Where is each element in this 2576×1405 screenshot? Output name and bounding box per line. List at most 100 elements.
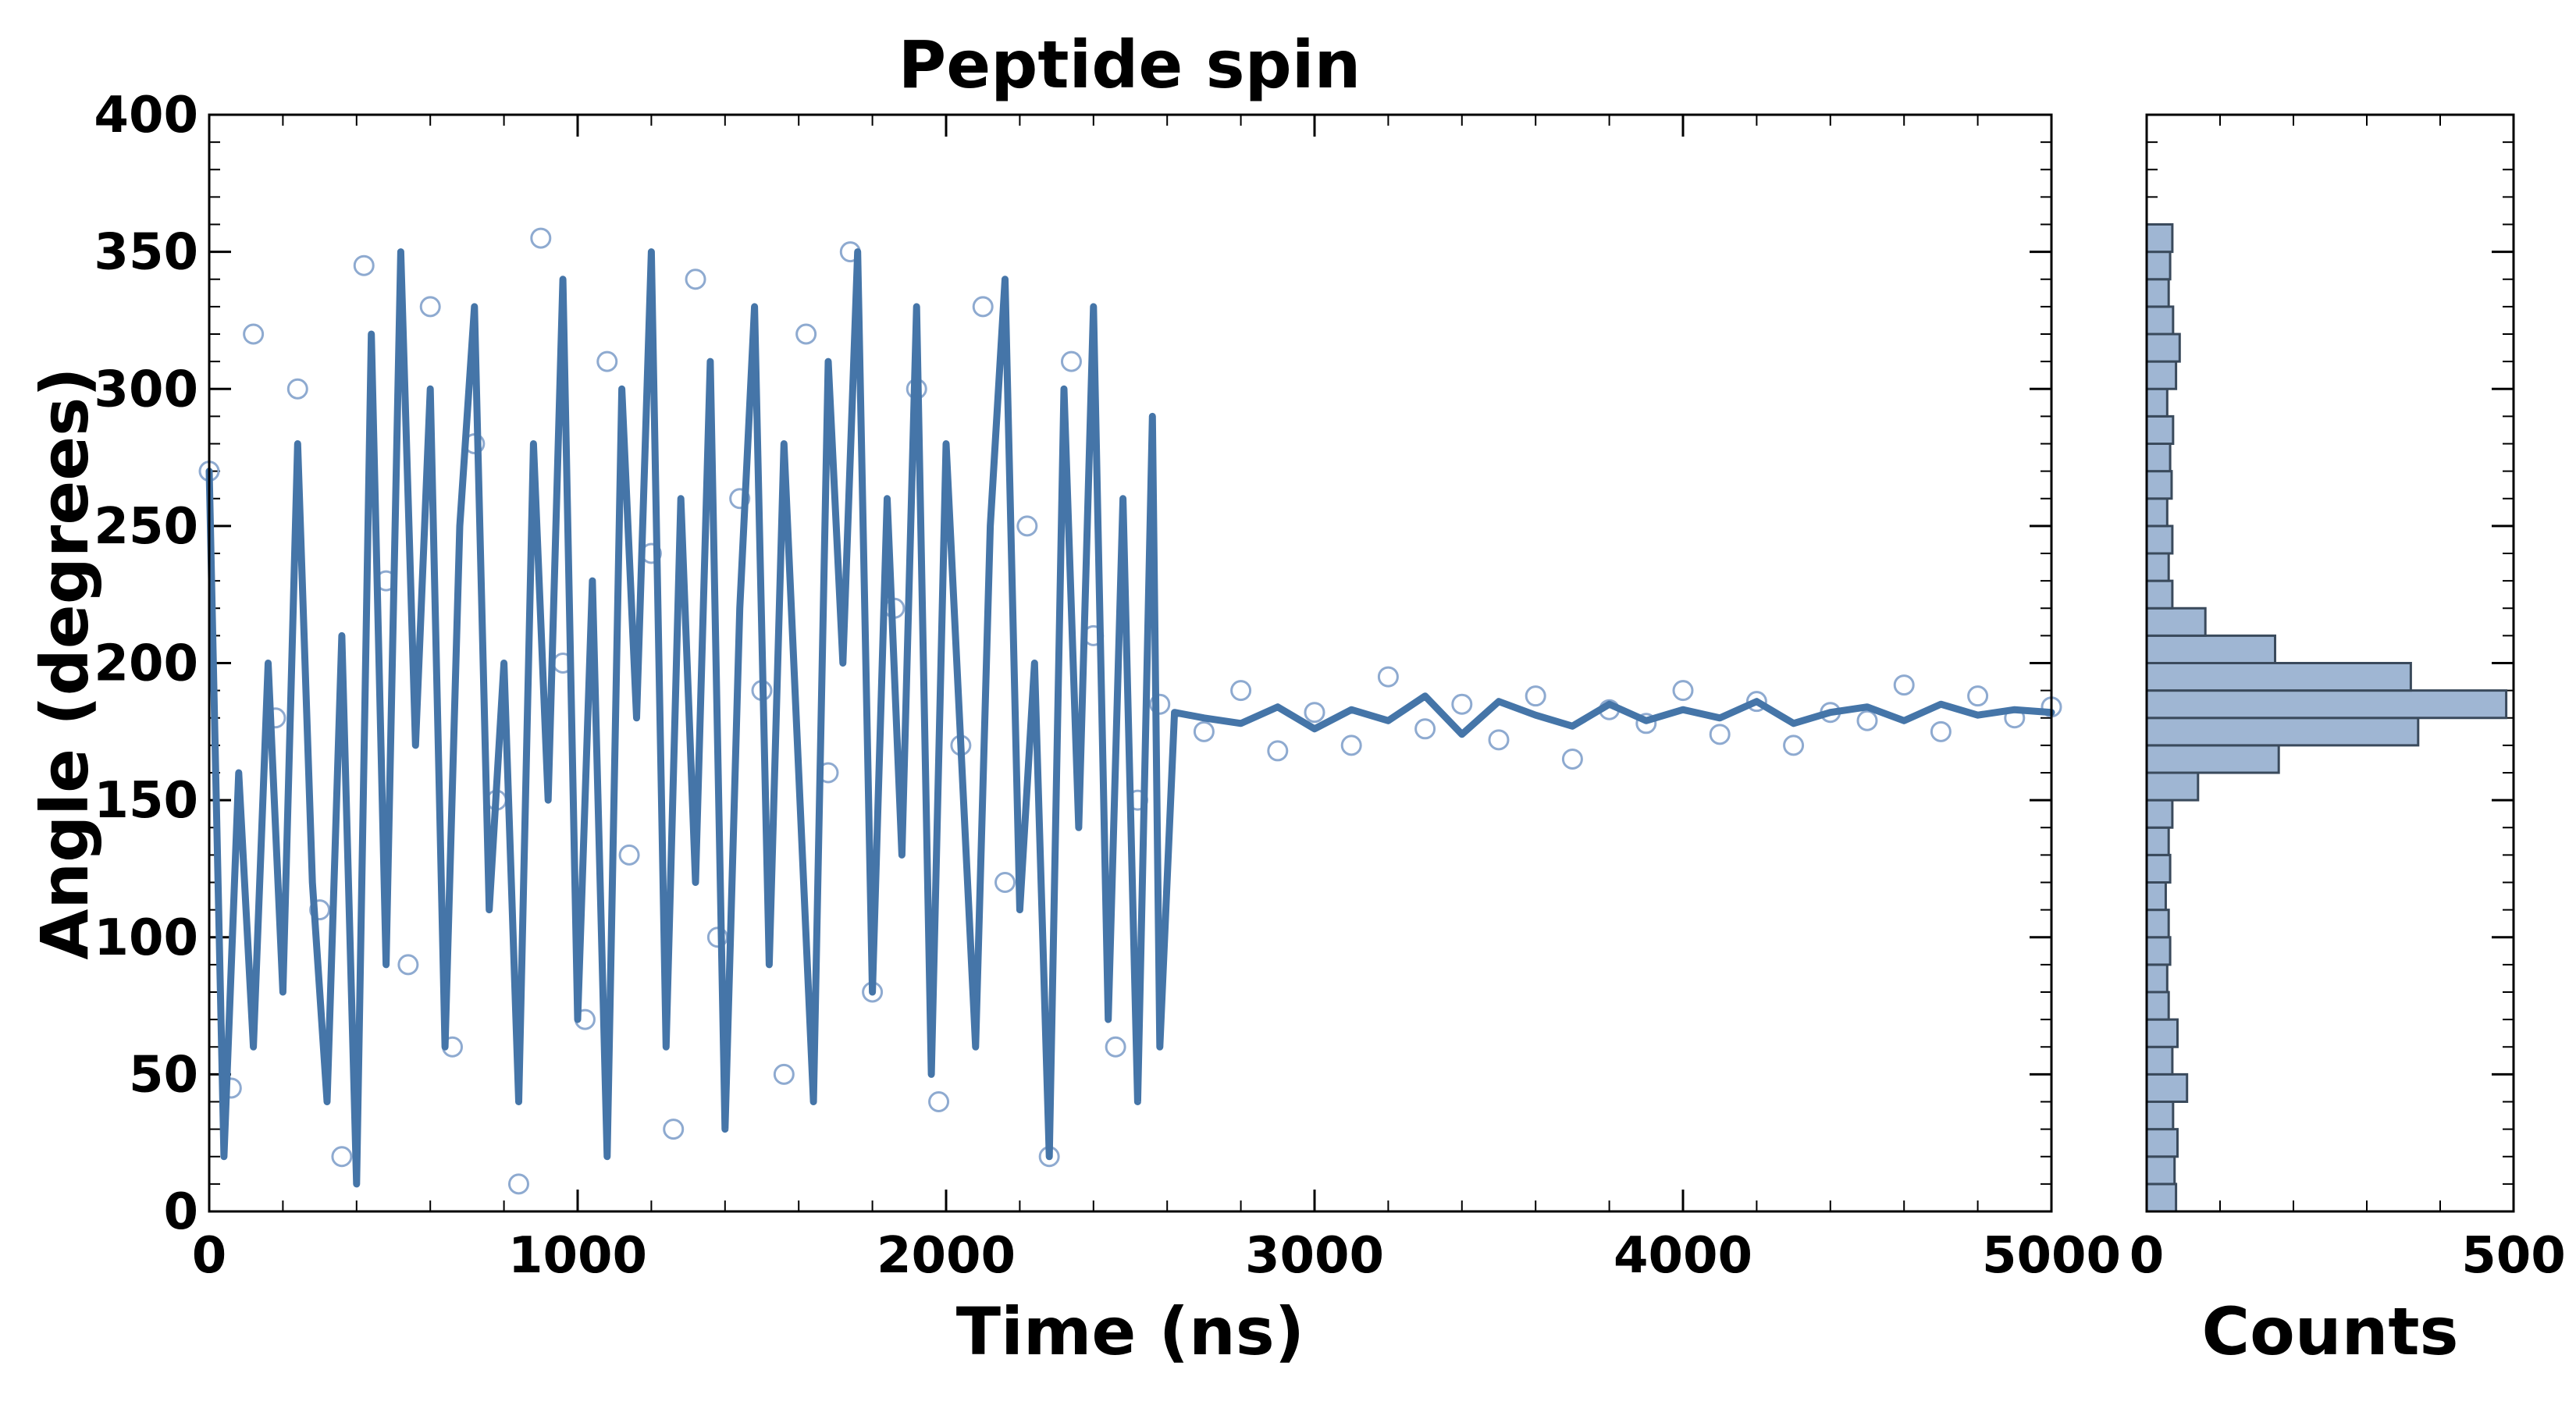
hist-bar xyxy=(2145,744,2280,774)
hist-bar xyxy=(2145,826,2170,856)
hist-bar xyxy=(2145,634,2276,664)
hist-bar xyxy=(2145,1018,2179,1048)
hist-bar xyxy=(2145,606,2207,637)
y-tick-label: 100 xyxy=(94,909,198,967)
main-axes-frame xyxy=(208,113,2053,1213)
hist-x-tick-label: 0 xyxy=(2129,1227,2165,1285)
hist-x-axis-label: Counts xyxy=(2201,1293,2458,1370)
hist-data-marks xyxy=(2145,223,2508,1213)
hist-bar xyxy=(2145,771,2200,802)
x-tick-label: 5000 xyxy=(1982,1227,2121,1285)
data-point xyxy=(1525,685,1546,707)
hist-bar xyxy=(2145,360,2178,390)
data-point xyxy=(1709,724,1731,745)
hist-bar xyxy=(2145,853,2172,884)
x-tick-label: 4000 xyxy=(1614,1227,1752,1285)
data-point xyxy=(331,1146,353,1168)
hist-x-tick-label: 500 xyxy=(2461,1227,2566,1285)
hist-bar xyxy=(2145,333,2181,363)
y-tick-label: 400 xyxy=(94,87,198,144)
hist-bar xyxy=(2145,387,2169,418)
data-point xyxy=(1451,693,1473,715)
chart-title: Peptide spin xyxy=(898,27,1361,103)
data-point xyxy=(1635,713,1657,735)
hist-bar xyxy=(2145,662,2412,692)
main-data-marks xyxy=(198,227,2062,1195)
y-tick-label: 300 xyxy=(94,361,198,418)
hist-bar xyxy=(2145,689,2508,720)
hist-bar xyxy=(2145,223,2174,254)
data-point xyxy=(928,1091,950,1112)
hist-bar xyxy=(2145,443,2172,473)
data-point xyxy=(530,227,552,249)
hist-bar xyxy=(2145,1155,2176,1186)
data-point xyxy=(1377,666,1399,688)
data-point xyxy=(1930,720,1952,742)
data-point xyxy=(1230,680,1252,702)
data-point xyxy=(972,296,994,318)
data-point xyxy=(994,872,1016,893)
data-point xyxy=(1561,748,1583,770)
hist-bar xyxy=(2145,1183,2178,1213)
x-tick-label: 3000 xyxy=(1245,1227,1384,1285)
data-point xyxy=(773,1063,795,1085)
data-point xyxy=(1745,691,1767,713)
data-point xyxy=(1105,1036,1126,1058)
series-line xyxy=(205,248,2055,1188)
x-tick-label: 1000 xyxy=(508,1227,647,1285)
data-point xyxy=(685,269,706,290)
data-point xyxy=(1893,674,1915,696)
data-point xyxy=(1267,740,1289,762)
y-tick-label: 200 xyxy=(94,635,198,693)
x-tick-label: 2000 xyxy=(877,1227,1016,1285)
hist-bar xyxy=(2145,278,2170,308)
hist-bar xyxy=(2145,470,2173,500)
y-tick-label: 50 xyxy=(129,1046,198,1104)
data-point xyxy=(1967,685,1989,707)
hist-bar xyxy=(2145,1072,2189,1103)
hist-bar xyxy=(2145,963,2169,994)
x-tick-label: 0 xyxy=(192,1227,227,1285)
histogram-plot-area: 0 500 Counts xyxy=(2129,113,2566,1370)
hist-bar xyxy=(2145,881,2167,912)
y-tick-label: 0 xyxy=(163,1183,198,1241)
y-tick-label: 350 xyxy=(94,224,198,282)
data-point xyxy=(309,899,331,921)
y-tick-label: 150 xyxy=(94,772,198,830)
hist-bar xyxy=(2145,251,2172,281)
data-point xyxy=(1856,710,1878,731)
data-point xyxy=(1340,735,1362,756)
data-point xyxy=(397,954,419,976)
x-axis-label: Time (ns) xyxy=(956,1293,1304,1370)
hist-bar xyxy=(2145,991,2170,1021)
data-point xyxy=(1488,729,1510,751)
hist-bar xyxy=(2145,1045,2174,1076)
main-plot-area: 0 1000 2000 3000 4000 5000 0 50 100 150 200 250 300 3… xyxy=(27,87,2121,1370)
hist-bar xyxy=(2145,305,2175,336)
hist-bar xyxy=(2145,909,2170,939)
data-point xyxy=(286,378,308,400)
data-point xyxy=(419,296,441,318)
data-point xyxy=(1304,702,1325,724)
data-point xyxy=(618,844,640,866)
data-point xyxy=(1672,680,1694,702)
y-tick-label: 250 xyxy=(94,498,198,556)
data-point xyxy=(729,488,751,510)
hist-bar xyxy=(2145,1128,2179,1158)
data-point xyxy=(1060,350,1082,372)
hist-bar xyxy=(2145,936,2172,966)
hist-bar xyxy=(2145,579,2174,610)
data-point xyxy=(1783,735,1805,756)
data-point xyxy=(243,323,265,345)
hist-bar xyxy=(2145,414,2175,445)
data-point xyxy=(507,1173,529,1195)
hist-axes-frame xyxy=(2145,113,2515,1213)
data-point xyxy=(1016,515,1038,537)
data-point xyxy=(1149,693,1171,715)
data-point xyxy=(1414,718,1436,740)
data-point xyxy=(795,323,817,345)
data-point xyxy=(596,350,618,372)
data-point xyxy=(663,1119,685,1140)
data-point xyxy=(1193,720,1215,742)
